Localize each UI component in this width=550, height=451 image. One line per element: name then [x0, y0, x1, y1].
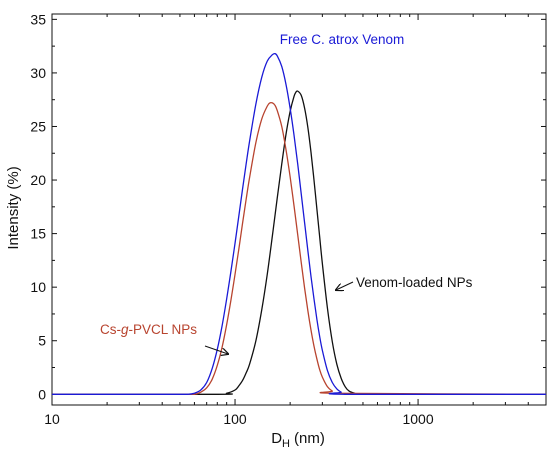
x-axis-title-unit: (nm) [294, 430, 325, 447]
plot-frame [51, 13, 547, 406]
series-layer [52, 52, 547, 395]
x-axis-title-subscript: H [282, 438, 290, 450]
annotation-free-venom: Free C. atrox Venom [280, 32, 405, 47]
y-axis-ticks: 0 5 10 15 20 25 30 35 [30, 11, 546, 402]
y-tick-label: 5 [38, 333, 46, 349]
annotation-cs-prefix: Cs- [100, 322, 121, 337]
annotation-venom-loaded-arrow [336, 281, 354, 290]
y-tick-label: 30 [30, 65, 46, 81]
x-tick-label: 100 [223, 411, 247, 427]
annotation-venom-loaded-nps: Venom-loaded NPs [356, 275, 473, 290]
y-tick-label: 35 [30, 11, 46, 27]
y-tick-label: 0 [38, 386, 46, 402]
annotation-cs-suffix: -PVCL NPs [129, 322, 198, 337]
x-axis-title: DH (nm) [271, 430, 325, 450]
series-line-venom-loaded-nps [52, 90, 546, 395]
annotation-cs-italic-g: g [121, 322, 129, 337]
annotation-cs-g-pvcl-nps: Cs-g-PVCL NPs [100, 322, 197, 337]
y-tick-label: 10 [30, 279, 46, 295]
y-tick-label: 15 [30, 226, 46, 242]
x-tick-label: 1000 [402, 411, 433, 427]
x-axis-title-main: D [271, 430, 282, 447]
y-tick-label: 20 [30, 172, 46, 188]
x-tick-label: 10 [44, 411, 60, 427]
y-axis-title: Intensity (%) [5, 166, 22, 249]
y-tick-label: 25 [30, 118, 46, 134]
series-line-cs-g-pvcl-nps [52, 101, 547, 395]
annotation-cs-arrow [204, 345, 228, 354]
x-axis-ticks: 10 100 1000 [44, 14, 547, 427]
series-line-free-c-atrox-venom [52, 52, 546, 395]
